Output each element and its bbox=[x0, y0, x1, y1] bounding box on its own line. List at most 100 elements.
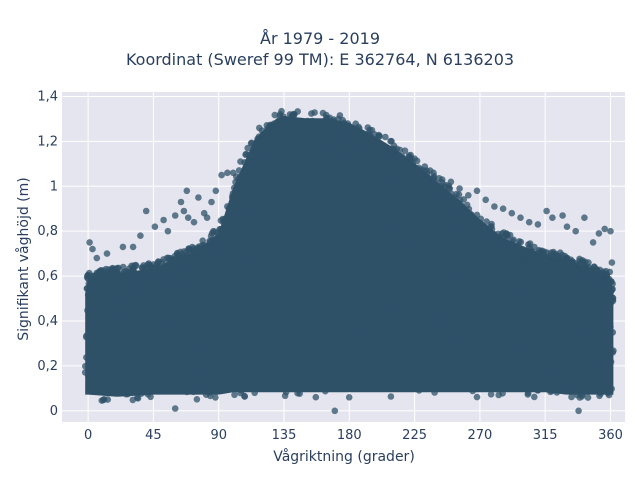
data-point bbox=[225, 350, 232, 358]
data-point bbox=[244, 315, 252, 323]
data-point bbox=[535, 305, 542, 313]
data-point bbox=[236, 173, 244, 181]
data-point bbox=[539, 312, 547, 320]
data-point bbox=[279, 176, 286, 183]
x-tick-label: 270 bbox=[467, 428, 492, 443]
data-point bbox=[272, 125, 280, 133]
data-point bbox=[372, 320, 380, 328]
data-point bbox=[575, 366, 583, 374]
data-point bbox=[403, 352, 411, 360]
data-point bbox=[207, 331, 215, 339]
data-point bbox=[304, 318, 312, 326]
data-point bbox=[561, 342, 569, 350]
data-point bbox=[577, 278, 585, 286]
data-point bbox=[363, 194, 371, 202]
data-point bbox=[539, 286, 546, 294]
data-point bbox=[88, 330, 95, 338]
data-point bbox=[327, 361, 334, 369]
data-point bbox=[524, 288, 531, 296]
data-point bbox=[148, 314, 155, 322]
data-point bbox=[578, 393, 586, 400]
data-point bbox=[312, 126, 320, 133]
data-point bbox=[454, 219, 462, 226]
data-point bbox=[266, 259, 273, 267]
data-point bbox=[595, 305, 603, 312]
outlier-point bbox=[543, 207, 550, 215]
data-point bbox=[375, 353, 382, 361]
data-point bbox=[568, 393, 575, 401]
data-point bbox=[354, 381, 361, 389]
data-point bbox=[228, 256, 235, 264]
data-point bbox=[469, 238, 476, 245]
data-point bbox=[348, 151, 356, 158]
data-point bbox=[235, 203, 242, 210]
outlier-point bbox=[244, 144, 251, 152]
data-point bbox=[350, 137, 357, 144]
outlier-point bbox=[212, 187, 220, 195]
data-point bbox=[398, 223, 406, 230]
outlier-point bbox=[180, 207, 188, 215]
data-point bbox=[443, 206, 451, 214]
data-point bbox=[230, 288, 238, 295]
data-point bbox=[488, 223, 495, 230]
data-point bbox=[240, 306, 248, 313]
data-point bbox=[156, 265, 164, 272]
data-point bbox=[171, 323, 179, 331]
data-point bbox=[349, 216, 357, 223]
data-point bbox=[185, 294, 192, 301]
data-point bbox=[549, 269, 557, 277]
data-point bbox=[460, 210, 468, 217]
data-point bbox=[544, 367, 552, 374]
data-point bbox=[326, 343, 334, 351]
data-point bbox=[216, 310, 223, 318]
data-point bbox=[445, 363, 453, 370]
outlier-point bbox=[601, 225, 608, 233]
data-point bbox=[170, 309, 178, 316]
data-point bbox=[270, 306, 277, 314]
outlier-point bbox=[549, 214, 556, 221]
data-point bbox=[378, 321, 386, 329]
data-point bbox=[242, 201, 250, 209]
data-point bbox=[417, 325, 424, 333]
data-point bbox=[165, 309, 173, 317]
data-point bbox=[330, 224, 338, 231]
data-point bbox=[309, 117, 316, 125]
data-point bbox=[209, 289, 216, 297]
data-point bbox=[297, 188, 305, 196]
data-point bbox=[96, 328, 104, 336]
data-point bbox=[378, 295, 386, 302]
data-point bbox=[383, 258, 391, 266]
data-point bbox=[312, 393, 320, 401]
data-point bbox=[102, 265, 110, 273]
data-point bbox=[311, 109, 318, 116]
data-point bbox=[360, 264, 368, 272]
data-point bbox=[275, 241, 283, 248]
data-point bbox=[221, 215, 228, 223]
data-point bbox=[297, 137, 305, 145]
data-point bbox=[92, 343, 99, 350]
data-point bbox=[275, 278, 283, 285]
data-point bbox=[472, 344, 480, 352]
data-point bbox=[526, 384, 533, 392]
data-point bbox=[106, 297, 113, 305]
data-point bbox=[351, 335, 359, 343]
data-point bbox=[198, 277, 206, 285]
data-point bbox=[452, 231, 460, 238]
data-point bbox=[409, 333, 417, 341]
data-point bbox=[155, 371, 163, 379]
data-point bbox=[143, 353, 150, 360]
data-point bbox=[489, 336, 496, 343]
data-point bbox=[423, 213, 430, 220]
data-point bbox=[139, 338, 146, 346]
data-point bbox=[390, 292, 397, 300]
data-point bbox=[505, 302, 513, 310]
data-point bbox=[534, 387, 542, 394]
data-point bbox=[600, 344, 608, 351]
data-point bbox=[310, 360, 318, 368]
outlier-point bbox=[218, 171, 225, 179]
data-point bbox=[92, 335, 100, 342]
data-point bbox=[419, 291, 427, 299]
outlier-point bbox=[608, 259, 616, 266]
data-point bbox=[593, 337, 601, 345]
data-point bbox=[255, 133, 263, 140]
